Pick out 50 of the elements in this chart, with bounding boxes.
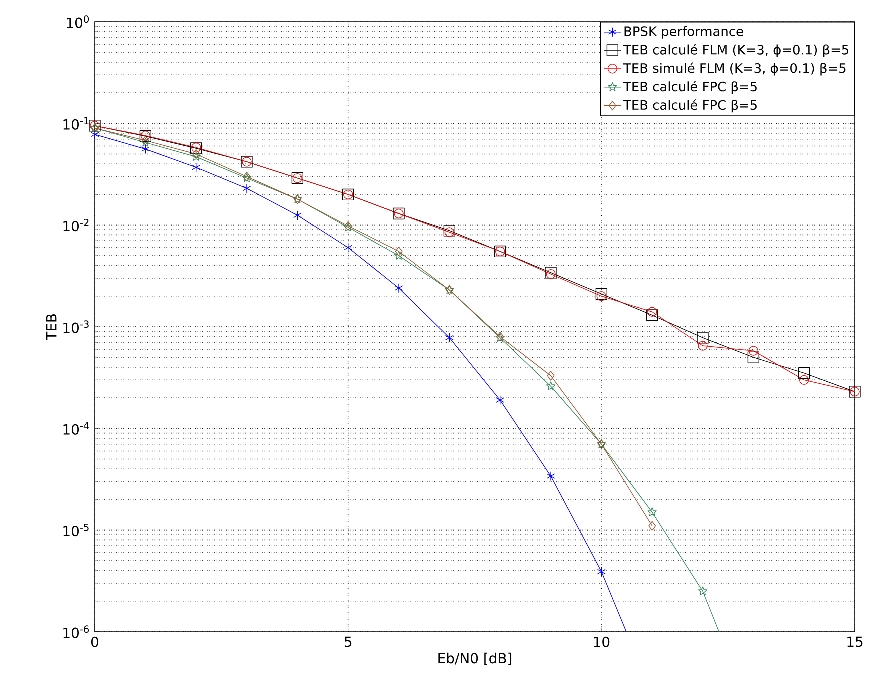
point: [800, 375, 810, 385]
point: [798, 368, 810, 380]
point: [698, 586, 708, 596]
point: [748, 346, 759, 356]
x-tick-label: 10: [594, 636, 610, 648]
point: [646, 310, 658, 322]
legend-label: TEB calculé FPC β=5: [623, 81, 757, 94]
point: [395, 246, 403, 257]
point: [192, 162, 201, 172]
point: [547, 371, 555, 381]
point: [90, 130, 100, 140]
y-tick-label: 10$^{-1}$: [64, 117, 89, 130]
point: [242, 184, 252, 194]
y-tick-label: 10$^{-2}$: [64, 218, 89, 232]
point: [648, 307, 658, 317]
point: [596, 288, 608, 300]
legend-label: BPSK performance: [624, 26, 744, 39]
point: [394, 251, 404, 260]
point: [445, 333, 454, 343]
point: [546, 382, 556, 390]
point: [141, 144, 150, 154]
point: [697, 332, 709, 344]
y-tick-label: 10$^{-4}$: [64, 422, 90, 435]
point: [394, 284, 404, 294]
y-tick-label: 10$^{-6}$: [64, 626, 90, 638]
point: [748, 352, 760, 364]
point: [648, 521, 656, 531]
point: [444, 225, 456, 237]
point: [444, 228, 455, 238]
point: [496, 395, 505, 406]
point: [293, 210, 302, 220]
point: [648, 508, 657, 516]
x-tick-label: 0: [91, 636, 99, 648]
legend-label: TEB simulé FLM (K=3, ϕ=0.1) β=5: [623, 62, 846, 76]
point: [546, 471, 556, 482]
legend-label: TEB calculé FLM (K=3, ϕ=0.1) β=5: [623, 44, 849, 58]
y-tick-label: 10$^{-3}$: [64, 320, 89, 334]
y-axis-title: TEB: [46, 314, 57, 340]
y-tick-label: 10$^{0}$: [67, 16, 90, 28]
point: [192, 149, 200, 160]
point: [698, 341, 708, 351]
y-tick-label: 10$^{-5}$: [64, 524, 89, 537]
x-tick-label: 15: [848, 636, 863, 648]
point: [596, 292, 607, 302]
point: [597, 567, 606, 577]
x-axis-title: Eb/N0 [dB]: [438, 652, 512, 666]
legend-label: TEB calculé FPC β=5: [623, 100, 757, 113]
point: [344, 243, 353, 253]
x-tick-label: 5: [344, 636, 352, 648]
point: [192, 152, 201, 161]
